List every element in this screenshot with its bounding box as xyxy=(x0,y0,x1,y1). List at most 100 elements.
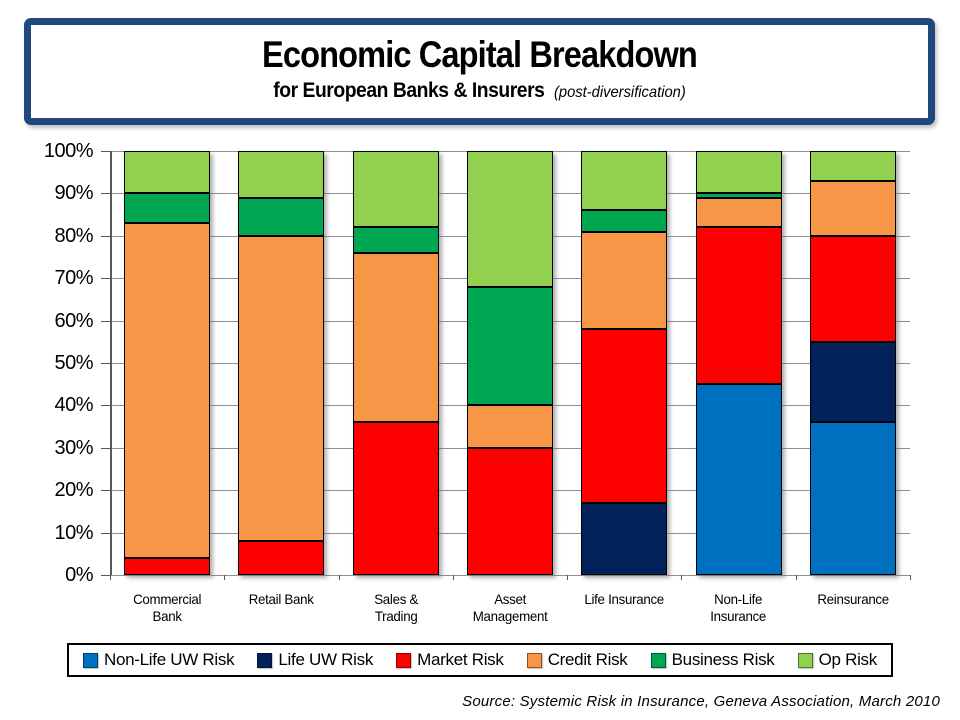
x-axis-tick xyxy=(224,575,226,580)
x-axis-label-sales-trading: Sales & Trading xyxy=(341,591,450,625)
y-axis-tick-90 xyxy=(101,193,110,195)
bar-segment-reinsurance-market-risk xyxy=(809,235,896,342)
x-axis-label-line: Reinsurance xyxy=(817,591,889,607)
bar-segment-sales-trading-business-risk xyxy=(352,227,439,253)
bar-segment-retail-bank-credit-risk xyxy=(238,235,325,542)
legend-item-life-uw-risk: Life UW Risk xyxy=(257,650,373,670)
x-axis-label-asset-management: Asset Management xyxy=(456,591,565,625)
x-axis-label-line: Sales & xyxy=(373,591,418,607)
bar-reinsurance xyxy=(809,151,896,575)
y-axis-label: 100% xyxy=(43,140,94,162)
gridline-0 xyxy=(110,575,910,576)
x-axis-label-line: Bank xyxy=(152,608,182,624)
title-box: Economic Capital Breakdown for European … xyxy=(24,18,935,125)
y-axis-tick-30 xyxy=(101,447,110,449)
legend-swatch-icon xyxy=(797,652,813,668)
legend-label: Business Risk xyxy=(671,650,775,669)
bar-segment-sales-trading-credit-risk xyxy=(352,252,439,423)
bar-non-life-insurance xyxy=(695,151,782,575)
x-axis-tick xyxy=(338,575,340,580)
bar-segment-commercial-bank-credit-risk xyxy=(124,223,211,559)
legend-swatch-icon xyxy=(650,652,666,668)
bar-segment-reinsurance-non-life-uw-risk xyxy=(809,422,896,575)
bar-segment-life-insurance-life-uw-risk xyxy=(581,502,668,575)
page-subtitle-note: (post-diversification) xyxy=(554,84,686,101)
legend-item-op-risk: Op Risk xyxy=(797,650,878,670)
x-axis-label-line: Management xyxy=(472,608,548,624)
chart-legend: Non-Life UW Risk Life UW Risk Market Risk C… xyxy=(67,643,893,677)
bar-segment-commercial-bank-business-risk xyxy=(124,193,211,224)
x-axis-tick xyxy=(795,575,797,580)
x-axis-label-non-life-insurance: Non-Life Insurance xyxy=(684,591,793,625)
y-axis-tick-50 xyxy=(101,363,110,364)
bar-segment-reinsurance-life-uw-risk xyxy=(809,341,896,423)
bar-segment-sales-trading-market-risk xyxy=(352,422,439,575)
bar-segment-commercial-bank-market-risk xyxy=(124,558,211,575)
page-title: Economic Capital Breakdown xyxy=(262,34,698,75)
bar-segment-asset-management-business-risk xyxy=(467,286,553,406)
bar-segment-reinsurance-credit-risk xyxy=(809,180,896,236)
y-axis-tick-60 xyxy=(101,320,110,322)
x-axis-label-line: Non-Life xyxy=(714,591,763,607)
x-axis-label-line: Life Insurance xyxy=(584,591,665,607)
bar-segment-life-insurance-business-risk xyxy=(581,210,668,232)
y-axis-tick-80 xyxy=(101,235,110,237)
bar-segment-life-insurance-credit-risk xyxy=(581,231,668,330)
y-axis-tick-40 xyxy=(101,405,110,407)
bar-segment-asset-management-market-risk xyxy=(467,447,553,575)
y-axis xyxy=(110,151,112,575)
bar-segment-non-life-insurance-market-risk xyxy=(695,227,782,385)
x-axis-tick xyxy=(452,575,454,580)
legend-item-market-risk: Market Risk xyxy=(396,650,504,670)
x-axis-label-line: Commercial xyxy=(133,591,202,607)
y-axis-label: 40% xyxy=(54,394,93,417)
bar-segment-non-life-insurance-op-risk xyxy=(695,151,782,194)
x-axis-tick xyxy=(910,575,911,580)
bar-segment-retail-bank-market-risk xyxy=(238,541,325,575)
y-axis-tick-70 xyxy=(101,278,110,280)
bar-segment-sales-trading-op-risk xyxy=(352,151,439,228)
x-axis-label-life-insurance: Life Insurance xyxy=(570,591,679,608)
x-axis-label-reinsurance: Reinsurance xyxy=(799,591,908,608)
legend-swatch-icon xyxy=(257,652,273,668)
y-axis-label: 50% xyxy=(54,352,93,374)
bar-commercial-bank xyxy=(124,151,211,575)
bar-segment-retail-bank-op-risk xyxy=(238,151,325,198)
x-axis-label-line: Trading xyxy=(374,608,418,624)
legend-label: Life UW Risk xyxy=(278,650,374,669)
legend-label: Op Risk xyxy=(818,650,878,669)
legend-label: Credit Risk xyxy=(547,650,628,669)
y-axis-tick-0 xyxy=(101,575,110,576)
bar-segment-life-insurance-op-risk xyxy=(581,151,668,211)
legend-label: Market Risk xyxy=(417,650,504,669)
y-axis-label: 30% xyxy=(54,436,93,459)
y-axis-label: 0% xyxy=(65,564,93,586)
source-note: Source: Systemic Risk in Insurance, Gene… xyxy=(462,693,940,710)
x-axis-tick xyxy=(567,575,569,580)
legend-swatch-icon xyxy=(526,652,542,668)
bar-segment-reinsurance-op-risk xyxy=(809,151,896,181)
y-axis-tick-20 xyxy=(101,490,110,492)
y-axis-tick-100 xyxy=(101,151,110,152)
x-axis-label-line: Insurance xyxy=(710,608,767,624)
page-subtitle-text: for European Banks & Insurers xyxy=(273,79,545,102)
y-axis-label: 60% xyxy=(54,309,93,332)
bar-segment-asset-management-credit-risk xyxy=(467,405,553,448)
bar-segment-life-insurance-market-risk xyxy=(581,329,668,503)
bar-segment-non-life-insurance-credit-risk xyxy=(695,197,782,228)
page-subtitle: for European Banks & Insurers (post-dive… xyxy=(67,79,892,103)
bar-segment-non-life-insurance-non-life-uw-risk xyxy=(695,384,782,575)
bar-sales-trading xyxy=(352,151,439,575)
bar-asset-management xyxy=(467,151,553,575)
legend-swatch-icon xyxy=(396,652,412,668)
x-axis-label-commercial-bank: Commercial Bank xyxy=(113,591,222,625)
y-axis-tick-10 xyxy=(101,532,110,534)
bar-segment-non-life-insurance-business-risk xyxy=(695,193,782,198)
bar-life-insurance xyxy=(581,151,668,575)
y-axis-label: 80% xyxy=(54,224,93,247)
bar-retail-bank xyxy=(238,151,325,575)
x-axis-tick xyxy=(110,575,111,580)
bar-segment-asset-management-op-risk xyxy=(467,151,553,287)
